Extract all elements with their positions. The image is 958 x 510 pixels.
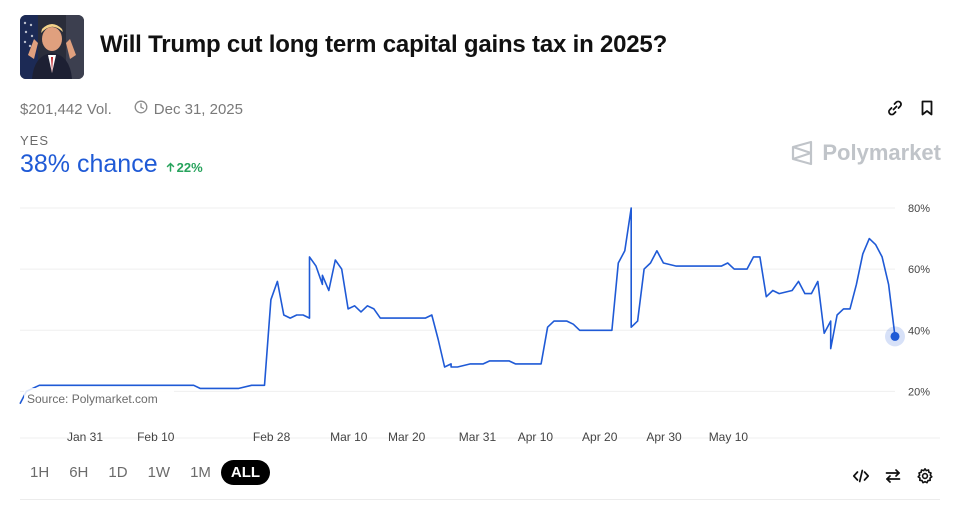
x-tick-label: Apr 10	[518, 430, 554, 444]
market-image	[20, 15, 84, 79]
market-meta: $201,442 Vol. Dec 31, 2025	[20, 100, 243, 118]
source-label: Source: Polymarket.com	[27, 392, 158, 406]
x-tick-label: Feb 10	[137, 430, 175, 444]
price-chart: 20% 40% 60% 80% Jan 31 Feb 10 Feb 28 Mar 10 Mar …	[19, 203, 940, 444]
divider	[20, 499, 940, 500]
time-range-selector: 1H 6H 1D 1W 1M ALL	[20, 460, 271, 485]
market-actions	[886, 99, 936, 117]
gear-icon[interactable]	[916, 467, 934, 485]
bookmark-icon[interactable]	[918, 99, 936, 117]
range-button-1m[interactable]: 1M	[190, 464, 211, 481]
volume-label: $201,442 Vol.	[20, 100, 112, 118]
x-tick-label: Apr 20	[582, 430, 618, 444]
range-button-1h[interactable]: 1H	[30, 464, 50, 481]
x-tick-label: Jan 31	[67, 430, 103, 444]
arrow-up-icon	[166, 162, 174, 172]
chance-row: 38% chance 22%	[20, 150, 203, 179]
y-tick-label: 60%	[908, 264, 930, 276]
source-bg	[24, 388, 174, 408]
change-badge: 22%	[166, 160, 203, 175]
change-value: 22%	[176, 160, 203, 175]
y-tick-label: 20%	[908, 386, 930, 398]
x-tick-label: May 10	[709, 430, 749, 444]
end-date-label: Dec 31, 2025	[153, 100, 243, 118]
outcome-label: YES	[20, 133, 50, 148]
price-line	[19, 207, 896, 405]
x-tick-label: Mar 10	[330, 430, 368, 444]
x-tick-label: Mar 20	[388, 430, 426, 444]
x-tick-label: Apr 30	[646, 430, 682, 444]
y-tick-label: 80%	[908, 203, 930, 215]
range-button-1w[interactable]: 1W	[147, 464, 171, 481]
code-icon[interactable]	[852, 467, 870, 485]
polymarket-logo-icon	[792, 140, 813, 166]
range-button-6h[interactable]: 6H	[69, 464, 89, 481]
range-button-all[interactable]: ALL	[220, 460, 271, 485]
link-icon[interactable]	[886, 99, 904, 117]
y-tick-label: 40%	[908, 325, 930, 337]
brand-logo: Polymarket	[790, 140, 941, 166]
last-point-marker	[890, 331, 900, 341]
chance-value: 38% chance	[20, 150, 158, 178]
clock-icon	[134, 100, 154, 118]
x-tick-label: Feb 28	[253, 430, 291, 444]
chart-tools	[852, 467, 934, 485]
brand-name: Polymarket	[822, 140, 941, 165]
market-title: Will Trump cut long term capital gains t…	[100, 31, 668, 58]
range-button-1d[interactable]: 1D	[108, 464, 128, 481]
x-tick-label: Mar 31	[459, 430, 497, 444]
swap-icon[interactable]	[884, 467, 902, 485]
market-thumbnail	[20, 15, 84, 79]
